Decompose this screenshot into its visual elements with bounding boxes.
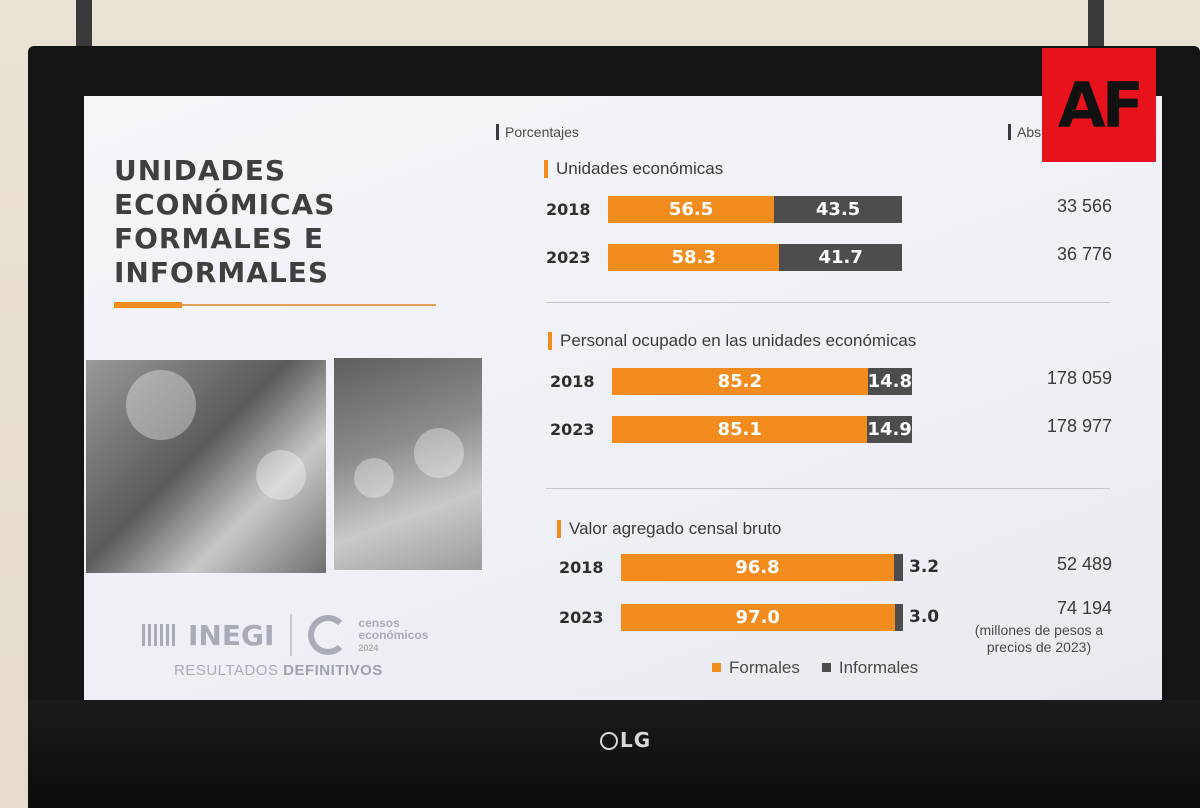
brand-divider	[290, 614, 293, 656]
inegi-logo-icon	[142, 624, 178, 646]
year-label: 2018	[559, 558, 604, 577]
bar-segment-formales: 97.0	[621, 604, 895, 631]
header-percentages: Porcentajes	[496, 124, 579, 140]
wall-bracket-right	[1088, 0, 1104, 60]
bar-segment-informales: 14.9	[867, 416, 912, 443]
title-line: UNIDADES	[114, 154, 287, 187]
informales-value-label: 3.2	[909, 557, 940, 577]
bar-segment-formales: 56.5	[608, 196, 775, 223]
absolute-value: 178 977	[1046, 416, 1112, 436]
stacked-bar: 97.0	[621, 604, 903, 631]
title-line: FORMALES E	[114, 222, 325, 255]
slide: Porcentajes Abs UNIDADES ECONÓMICAS FORM…	[84, 96, 1162, 700]
tv-bezel-bottom	[28, 700, 1200, 808]
censos-logo-icon	[308, 615, 349, 655]
year-label: 2018	[546, 200, 591, 219]
stacked-bar: 56.5 43.5	[608, 196, 902, 223]
chart-title: Unidades económicas	[544, 160, 723, 178]
stacked-bar: 85.1 14.9	[612, 416, 912, 443]
legend-item-informales: Informales	[821, 658, 918, 678]
legend: Formales Informales	[712, 658, 918, 678]
title-line: ECONÓMICAS	[114, 188, 336, 221]
wall-bracket-left	[76, 0, 92, 60]
absolute-value: 36 776	[1056, 244, 1112, 264]
title-underline	[114, 302, 436, 308]
af-watermark-logo: AF	[1042, 48, 1156, 162]
section-divider	[546, 488, 1110, 489]
title-line: INFORMALES	[114, 256, 330, 289]
legend-swatch-informales	[821, 663, 831, 672]
censos-logo-text: censos económicos 2024	[358, 615, 429, 653]
section-divider	[546, 302, 1110, 303]
absolute-value: 74 194	[1056, 598, 1112, 618]
absolute-value: 33 566	[1056, 196, 1112, 216]
photo-market-vendor	[334, 358, 482, 570]
stacked-bar: 96.8	[621, 554, 903, 581]
bar-segment-formales: 58.3	[608, 244, 780, 271]
bar-segment-informales: 14.8	[868, 368, 912, 395]
inegi-brand: INEGI censos económicos 2024	[142, 610, 428, 660]
chart-title: Personal ocupado en las unidades económi…	[548, 332, 916, 350]
tv-brand-logo: LG	[600, 728, 651, 752]
bar-segment-informales	[893, 554, 903, 581]
absolute-value: 52 489	[1056, 554, 1112, 574]
informales-value-label: 3.0	[909, 607, 940, 627]
bar-segment-formales: 85.1	[612, 416, 868, 443]
stacked-bar: 58.3 41.7	[608, 244, 902, 271]
legend-item-formales: Formales	[712, 658, 800, 678]
absolute-value: 178 059	[1046, 368, 1112, 388]
year-label: 2018	[550, 372, 595, 391]
bar-segment-informales: 41.7	[779, 244, 902, 271]
units-note: (millones de pesos a precios de 2023)	[974, 622, 1104, 655]
chart-title: Valor agregado censal bruto	[557, 520, 781, 538]
bar-segment-formales: 96.8	[621, 554, 894, 581]
year-label: 2023	[546, 248, 591, 267]
inegi-logo-text: INEGI	[188, 618, 275, 652]
year-label: 2023	[550, 420, 595, 439]
header-absolutes: Abs	[1008, 124, 1041, 140]
slide-title: UNIDADES ECONÓMICAS FORMALES E INFORMALE…	[114, 154, 444, 290]
stacked-bar: 85.2 14.8	[612, 368, 912, 395]
bar-segment-informales: 43.5	[774, 196, 902, 223]
results-label: RESULTADOS DEFINITIVOS	[174, 662, 383, 679]
year-label: 2023	[559, 608, 604, 627]
photo-worker	[86, 360, 326, 573]
legend-swatch-formales	[712, 663, 721, 672]
bar-segment-informales	[894, 604, 903, 631]
bar-segment-formales: 85.2	[612, 368, 868, 395]
